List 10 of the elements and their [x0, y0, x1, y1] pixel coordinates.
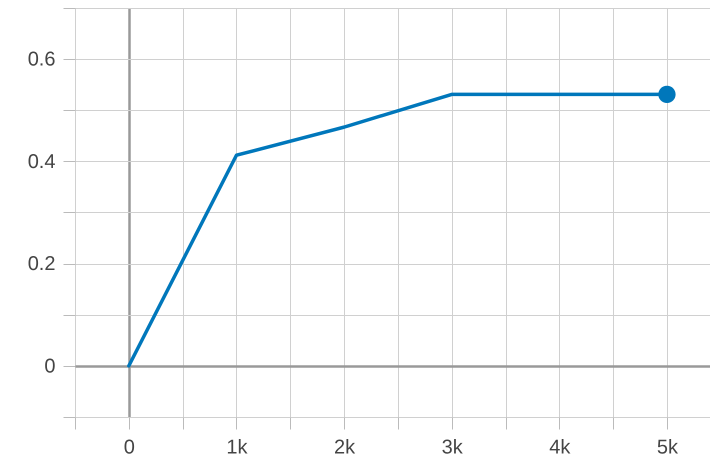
x-tick-label: 5k — [656, 436, 680, 458]
x-tick-label: 4k — [549, 436, 572, 458]
x-tick-label: 0 — [124, 436, 135, 458]
x-tick-label: 1k — [226, 436, 248, 458]
y-tick-label: 0.2 — [28, 253, 56, 276]
y-tick-label: 0 — [44, 355, 56, 378]
y-tick-label: 0.4 — [28, 150, 56, 173]
y-tick-label: 0.6 — [28, 48, 56, 71]
x-tick-label: 2k — [334, 436, 356, 458]
x-tick-label: 3k — [442, 436, 464, 458]
